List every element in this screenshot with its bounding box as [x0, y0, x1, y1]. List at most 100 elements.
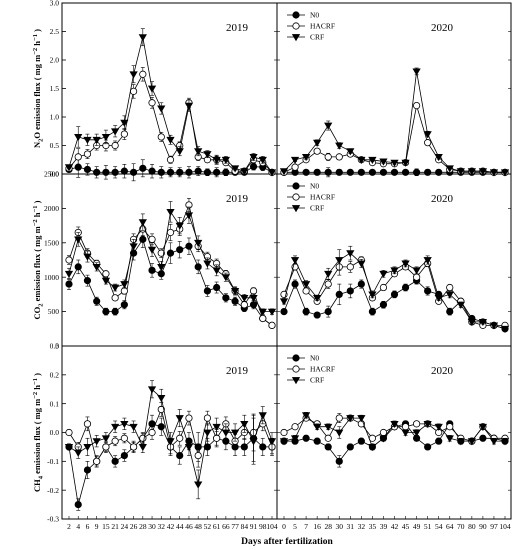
legend-marker-crf	[291, 34, 301, 42]
point-crf	[467, 319, 476, 327]
point-hacrf	[259, 314, 267, 323]
y-tick-label: 1.0	[50, 113, 60, 122]
x-tick-label: 70	[457, 522, 465, 531]
point-n0	[313, 168, 321, 176]
point-n0	[176, 451, 184, 460]
point-n0	[324, 443, 332, 451]
point-crf	[346, 250, 355, 258]
point-n0	[176, 168, 184, 176]
point-n0	[213, 283, 221, 292]
point-n0	[102, 168, 110, 176]
x-tick-label: 104	[266, 522, 278, 531]
y-tick-label: 2.0	[50, 56, 60, 65]
point-n0	[302, 434, 310, 442]
x-tick-label: 32	[358, 522, 366, 531]
panel-co2-2020: 2020 N0 HACRF CRF	[279, 182, 510, 333]
point-crf	[434, 154, 443, 162]
legend-label-hacrf: HACRF	[310, 193, 335, 202]
point-crf	[240, 168, 249, 176]
x-tick-label: 31	[347, 522, 355, 531]
point-n0	[194, 263, 202, 271]
x-tick-label: 48	[194, 522, 202, 531]
point-crf	[379, 435, 388, 443]
point-crf	[212, 267, 221, 275]
point-hacrf	[379, 283, 388, 292]
point-crf	[194, 481, 203, 489]
point-crf	[74, 134, 83, 142]
y-tick-label: -0.2	[47, 486, 59, 495]
panel-year-label: 2019	[226, 193, 249, 205]
point-n0	[324, 168, 332, 176]
point-crf	[101, 277, 111, 285]
point-crf	[138, 219, 147, 227]
point-crf	[500, 438, 510, 446]
y-tick-label: -0.3	[47, 515, 59, 524]
series-line-crf	[283, 71, 505, 173]
x-tick-label: 91	[250, 522, 258, 531]
point-crf	[83, 136, 92, 144]
point-crf	[390, 267, 399, 275]
point-n0	[194, 167, 202, 175]
point-n0	[357, 437, 365, 445]
point-crf	[129, 71, 138, 79]
point-crf	[423, 131, 432, 139]
x-tick-label: 5	[293, 522, 297, 531]
point-n0	[111, 457, 119, 465]
x-tick-label: 45	[402, 522, 410, 531]
y-tick-label: 2000	[44, 204, 59, 213]
point-n0	[412, 168, 421, 176]
point-n0	[231, 297, 239, 305]
point-crf	[120, 281, 129, 289]
point-crf	[357, 415, 366, 423]
point-n0	[302, 307, 310, 316]
point-n0	[176, 246, 184, 254]
point-hacrf	[401, 423, 410, 431]
point-n0	[435, 437, 443, 445]
point-hacrf	[74, 153, 82, 161]
point-hacrf	[424, 139, 432, 147]
point-n0	[424, 168, 432, 176]
x-tick-label: 42	[167, 522, 175, 531]
point-crf	[83, 444, 92, 452]
x-tick-label: 9	[95, 522, 99, 531]
x-tick-label: 51	[424, 522, 432, 531]
y-tick-label: 0.2	[50, 370, 60, 379]
point-hacrf	[120, 434, 128, 442]
point-crf	[166, 438, 175, 446]
point-n0	[74, 263, 82, 271]
point-crf	[335, 142, 344, 150]
point-n0	[157, 423, 165, 431]
point-crf	[412, 267, 421, 275]
point-crf	[138, 34, 147, 42]
point-crf	[335, 429, 344, 437]
point-hacrf	[324, 153, 332, 161]
point-crf	[346, 148, 355, 156]
point-n0	[139, 235, 147, 243]
point-n0	[346, 443, 354, 451]
legend-marker-n0	[292, 11, 300, 19]
point-n0	[390, 168, 399, 176]
point-crf	[221, 156, 230, 164]
point-crf	[194, 148, 203, 156]
point-crf	[346, 415, 355, 423]
y-axis-label: CO2 emission flux ( mg m−2 h−1 )	[32, 200, 45, 319]
point-n0	[83, 165, 92, 174]
point-crf	[290, 156, 300, 164]
y-tick-label: -0.1	[47, 457, 59, 466]
point-n0	[401, 283, 410, 292]
point-crf	[423, 257, 432, 265]
legend-label-hacrf: HACRF	[310, 22, 335, 31]
x-tick-label: 26	[130, 522, 138, 531]
point-crf	[230, 288, 240, 296]
point-n0	[93, 168, 101, 176]
y-tick-label: 2.5	[50, 27, 60, 36]
point-n0	[240, 443, 248, 451]
point-crf	[412, 68, 421, 76]
point-hacrf	[335, 153, 343, 161]
point-n0	[446, 307, 454, 316]
point-n0	[324, 307, 332, 316]
legend-marker-crf	[291, 205, 301, 213]
point-n0	[335, 290, 343, 298]
panel-ch4-2020: 2020 N0 HACRF CRF	[279, 354, 510, 468]
x-tick-label: 44	[176, 522, 184, 531]
